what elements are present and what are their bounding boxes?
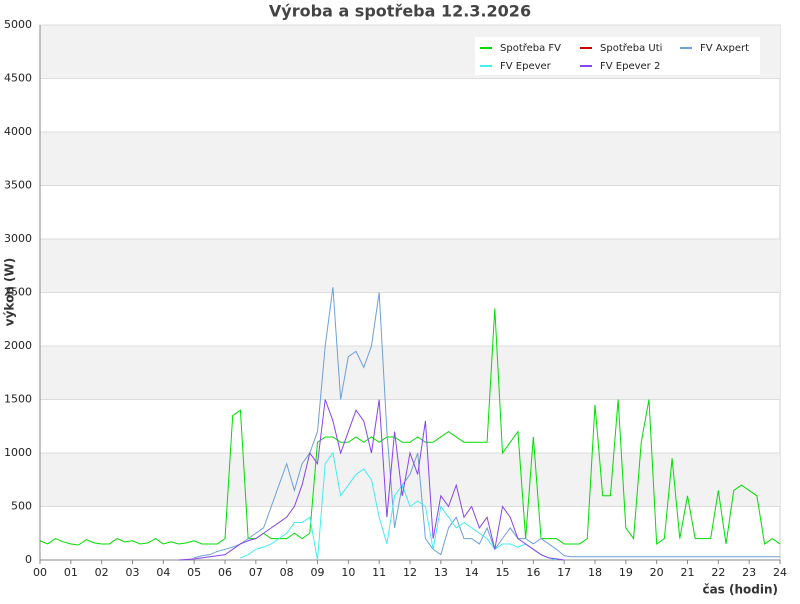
x-tick-label: 05 [187, 566, 201, 579]
x-tick-label: 18 [588, 566, 602, 579]
x-tick-label: 12 [403, 566, 417, 579]
legend-label: FV Axpert [700, 43, 749, 54]
x-tick-label: 16 [526, 566, 540, 579]
x-tick-label: 04 [156, 566, 170, 579]
y-tick-label: 0 [25, 553, 32, 566]
x-tick-label: 24 [773, 566, 787, 579]
y-tick-label: 1500 [4, 393, 32, 406]
y-tick-label: 2000 [4, 339, 32, 352]
y-tick-label: 1000 [4, 446, 32, 459]
legend-box [475, 37, 760, 75]
y-axis-label: výkon (W) [3, 258, 17, 326]
x-tick-label: 17 [557, 566, 571, 579]
y-tick-label: 4000 [4, 125, 32, 138]
x-tick-label: 03 [126, 566, 140, 579]
legend-label: FV Epever 2 [600, 61, 660, 72]
series-line [194, 287, 780, 559]
y-tick-label: 500 [11, 500, 32, 513]
x-tick-label: 15 [496, 566, 510, 579]
x-tick-label: 08 [280, 566, 294, 579]
legend-label: Spotřeba Uti [600, 42, 662, 54]
x-tick-label: 21 [681, 566, 695, 579]
x-tick-label: 19 [619, 566, 633, 579]
series-line [39, 308, 781, 546]
legend-label: Spotřeba FV [500, 42, 561, 54]
x-tick-label: 06 [218, 566, 232, 579]
y-tick-label: 3500 [4, 179, 32, 192]
x-tick-label: 20 [650, 566, 664, 579]
y-tick-label: 4500 [4, 72, 32, 85]
chart-title: Výroba a spotřeba 12.3.2026 [269, 2, 531, 21]
x-tick-label: 13 [434, 566, 448, 579]
grid-band [40, 453, 780, 507]
x-tick-label: 14 [465, 566, 479, 579]
series-line [178, 399, 565, 561]
x-axis-label: čas (hodin) [702, 583, 778, 597]
x-tick-label: 22 [711, 566, 725, 579]
grid-band [40, 346, 780, 400]
x-tick-label: 10 [341, 566, 355, 579]
x-tick-label: 02 [95, 566, 109, 579]
x-tick-label: 07 [249, 566, 263, 579]
legend-label: FV Epever [500, 61, 552, 72]
series-line [240, 451, 557, 561]
y-tick-label: 2500 [4, 286, 32, 299]
grid-band [40, 132, 780, 186]
x-tick-label: 23 [742, 566, 756, 579]
x-tick-label: 00 [33, 566, 47, 579]
x-tick-label: 11 [372, 566, 386, 579]
x-tick-label: 01 [64, 566, 78, 579]
y-tick-label: 5000 [4, 18, 32, 31]
y-tick-label: 3000 [4, 232, 32, 245]
grid-band [40, 239, 780, 293]
x-tick-label: 09 [311, 566, 325, 579]
